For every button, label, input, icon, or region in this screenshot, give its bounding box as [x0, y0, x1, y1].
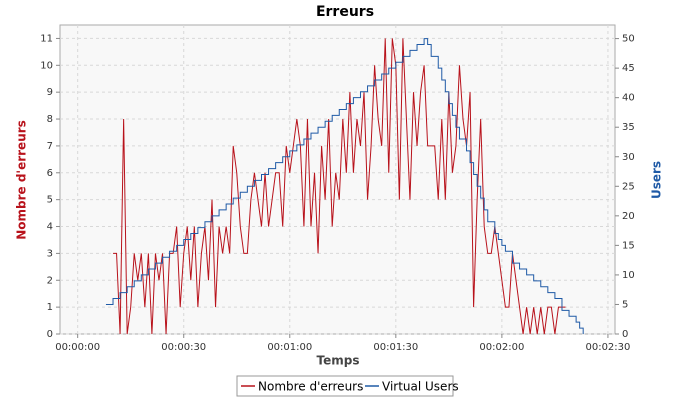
- y2-tick-label: 0: [622, 329, 628, 340]
- legend: [236, 375, 454, 397]
- y2-tick-label: 10: [622, 270, 635, 281]
- y-tick-label: 4: [47, 222, 53, 233]
- y2-tick-label: 45: [622, 63, 635, 74]
- y-tick-label: 8: [47, 114, 53, 125]
- x-tick-label: 00:01:30: [373, 342, 418, 353]
- y2-tick-label: 35: [622, 122, 635, 133]
- chart-title: Erreurs: [316, 4, 374, 20]
- legend-label: Virtual Users: [382, 380, 459, 394]
- x-tick-label: 00:01:00: [267, 342, 312, 353]
- y-tick-label: 6: [47, 168, 53, 179]
- y2-tick-label: 15: [622, 240, 635, 251]
- y2-tick-label: 30: [622, 152, 635, 163]
- y2-tick-label: 20: [622, 211, 635, 222]
- y2-tick-label: 40: [622, 93, 635, 104]
- y-tick-label: 9: [47, 87, 53, 98]
- x-tick-label: 00:02:00: [479, 342, 524, 353]
- x-tick-label: 00:02:30: [585, 342, 630, 353]
- y2-tick-label: 5: [622, 299, 628, 310]
- y-tick-label: 0: [47, 329, 53, 340]
- y-axis-label: Nombre d'erreurs: [15, 120, 29, 240]
- y-tick-label: 11: [40, 33, 53, 44]
- y-tick-label: 5: [47, 195, 53, 206]
- series-line: [113, 38, 566, 335]
- y-tick-label: 10: [40, 60, 53, 71]
- y2-axis-label: Users: [650, 161, 664, 199]
- x-axis-label: Temps: [317, 354, 360, 368]
- y2-tick-label: 25: [622, 181, 635, 192]
- y-tick-label: 3: [47, 248, 53, 259]
- y-tick-label: 1: [47, 302, 53, 313]
- x-tick-label: 00:00:00: [55, 342, 100, 353]
- series-line: [105, 38, 584, 334]
- y-tick-label: 7: [47, 141, 53, 152]
- y2-tick-label: 50: [622, 34, 635, 45]
- y-tick-label: 2: [47, 275, 53, 286]
- x-tick-label: 00:00:30: [161, 342, 206, 353]
- plot-area: [59, 24, 616, 335]
- legend-label: Nombre d'erreurs: [258, 380, 363, 394]
